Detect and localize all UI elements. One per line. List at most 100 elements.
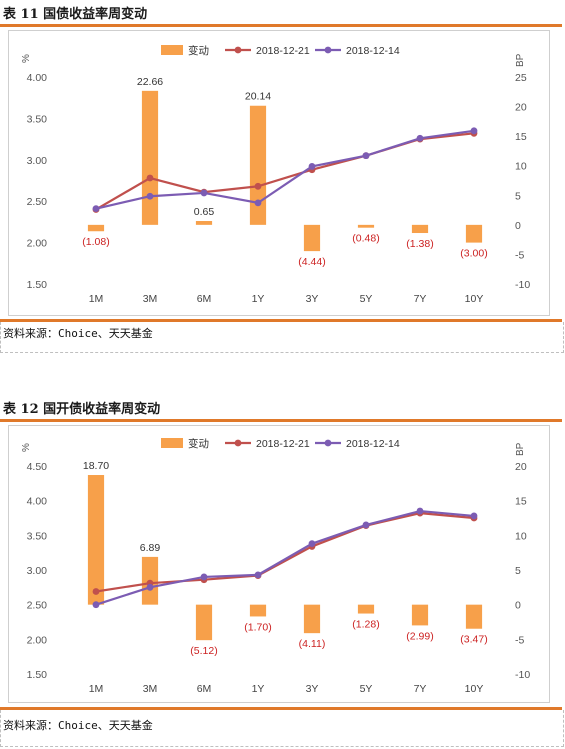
x-tick-label: 3M	[143, 293, 158, 305]
series-point	[470, 512, 478, 520]
legend-label: 2018-12-14	[346, 45, 400, 57]
right-tick-label: 25	[515, 72, 527, 84]
legend-label: 变动	[188, 44, 209, 57]
series-point	[254, 571, 262, 579]
left-tick-label: 1.50	[27, 669, 48, 681]
bar-data-label: (1.38)	[406, 238, 433, 250]
series-point	[92, 601, 100, 609]
x-tick-label: 1Y	[252, 683, 265, 695]
series-point	[200, 189, 208, 197]
right-axis-label: BP	[515, 53, 526, 67]
bar	[141, 90, 159, 225]
legend-marker	[234, 439, 242, 447]
x-tick-label: 7Y	[414, 293, 427, 305]
series-point	[254, 199, 262, 207]
legend-marker	[324, 46, 332, 54]
left-axis-label: %	[21, 54, 32, 63]
bar	[303, 604, 321, 634]
left-tick-label: 4.50	[27, 461, 48, 473]
bar-data-label: 6.89	[140, 542, 161, 554]
series-point	[362, 521, 370, 529]
series-line	[95, 129, 475, 210]
bar-data-label: (3.00)	[460, 248, 487, 260]
right-tick-label: 15	[515, 496, 527, 508]
series-line	[95, 512, 475, 593]
x-tick-label: 6M	[197, 683, 212, 695]
title-rule	[0, 24, 562, 27]
x-tick-label: 3M	[143, 683, 158, 695]
bar-data-label: (4.44)	[298, 256, 325, 268]
chart-title-bar: 表 11 国债收益率周变动	[0, 0, 565, 24]
left-tick-label: 3.00	[27, 565, 48, 577]
chart-panel-12: 表 12 国开债收益率周变动 % BP 4.50 4.00 3.50 3.00 2.50 2.…	[0, 395, 565, 749]
series-point	[92, 588, 100, 595]
right-tick-label: -10	[515, 279, 530, 291]
bar	[411, 604, 429, 626]
series-point	[146, 174, 154, 182]
bar-data-label: 22.66	[137, 76, 163, 88]
series-point	[416, 134, 424, 142]
legend-marker	[324, 439, 332, 447]
series-point	[92, 205, 100, 213]
x-tick-label: 6M	[197, 293, 212, 305]
legend-label: 2018-12-21	[256, 45, 310, 57]
chart-frame: % BP 4.00 3.50 3.00 2.50 2.00 1.50 25 20 15 10 5 0 -5 -…	[8, 30, 550, 316]
source-rule	[0, 319, 562, 322]
series-point	[146, 583, 154, 591]
left-tick-label: 2.00	[27, 634, 48, 646]
bar-data-label: (0.48)	[352, 233, 379, 245]
bar-data-label: (3.47)	[460, 634, 487, 646]
left-tick-label: 1.50	[27, 279, 48, 291]
x-tick-label: 3Y	[306, 683, 319, 695]
bar-data-label: (4.11)	[299, 638, 326, 650]
series-point	[362, 152, 370, 160]
series-point	[470, 127, 478, 135]
bar	[303, 224, 321, 252]
legend-bar-swatch	[161, 438, 183, 448]
bar-data-label: 18.70	[83, 460, 109, 472]
x-tick-label: 1M	[89, 293, 104, 305]
left-axis-label: %	[21, 443, 32, 452]
right-axis-label: BP	[515, 442, 526, 456]
source-note: 资料来源：Choice、天天基金	[3, 327, 153, 340]
bar-data-label: (2.99)	[406, 630, 433, 642]
right-tick-label: -10	[515, 669, 530, 681]
bar-data-label: (1.28)	[352, 619, 379, 631]
x-tick-label: 5Y	[360, 683, 373, 695]
right-tick-label: 10	[515, 530, 527, 542]
right-tick-label: 20	[515, 102, 527, 114]
left-tick-label: 2.50	[27, 600, 48, 612]
series-point	[308, 540, 316, 548]
chart-panel-11: 表 11 国债收益率周变动 % BP 4.00 3.50 3.00 2.50 2.00 1.5…	[0, 0, 565, 353]
series-point	[200, 573, 208, 581]
chart-svg-11: % BP 4.00 3.50 3.00 2.50 2.00 1.50 25 20 15 10 5 0 -5 -…	[21, 44, 530, 305]
legend-marker	[234, 46, 242, 54]
source-rule	[0, 707, 562, 710]
right-tick-label: -5	[515, 634, 524, 646]
right-tick-label: 10	[515, 161, 527, 173]
x-tick-label: 7Y	[414, 683, 427, 695]
x-tick-label: 10Y	[465, 683, 484, 695]
right-tick-label: 15	[515, 131, 527, 143]
bar	[465, 224, 483, 243]
chart-title-bar: 表 12 国开债收益率周变动	[0, 395, 565, 419]
series-point	[146, 192, 154, 200]
left-tick-label: 3.00	[27, 155, 48, 167]
right-tick-label: -5	[515, 249, 524, 261]
bar-data-label: (5.12)	[190, 645, 217, 657]
bar	[411, 224, 429, 234]
source-box	[0, 710, 564, 747]
bar-data-label: (1.08)	[82, 236, 109, 248]
bar	[465, 604, 483, 629]
title-rule	[0, 419, 562, 422]
series-point	[308, 163, 316, 170]
left-tick-label: 3.50	[27, 113, 48, 125]
x-tick-label: 5Y	[360, 293, 373, 305]
bar-data-label: (1.70)	[244, 621, 271, 633]
bar	[357, 604, 375, 614]
bar-data-label: 20.14	[245, 91, 271, 103]
bar	[249, 105, 267, 225]
x-tick-label: 10Y	[465, 293, 484, 305]
bar	[195, 604, 213, 641]
series-line	[95, 509, 475, 606]
